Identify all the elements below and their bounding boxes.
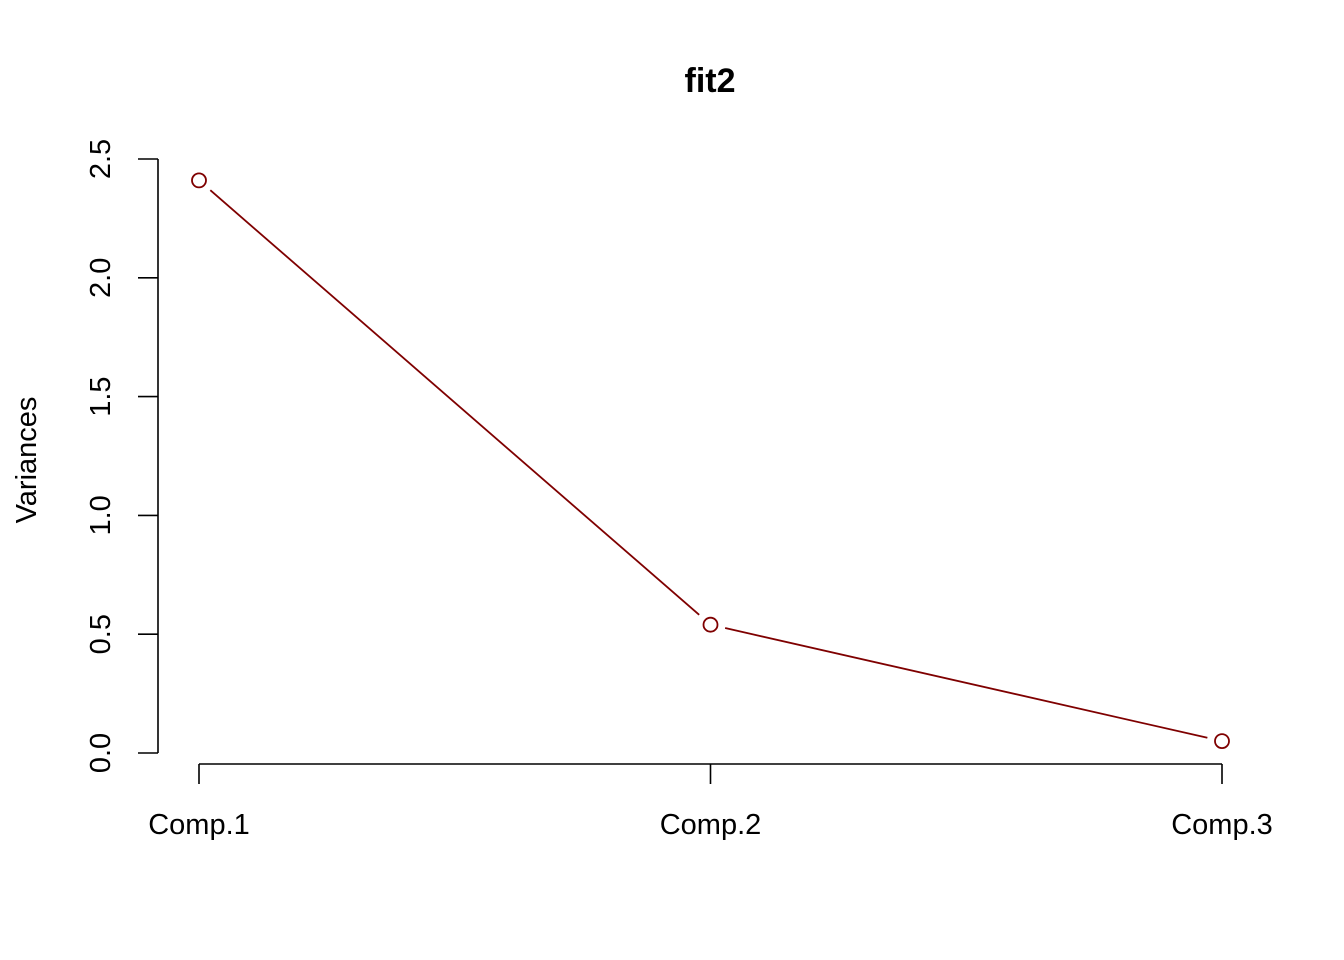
x-axis: Comp.1 Comp.2 Comp.3 — [148, 763, 1273, 841]
y-axis-title: Variances — [11, 397, 43, 524]
y-tick-label: 2.0 — [85, 258, 117, 298]
data-point — [702, 616, 719, 633]
series-layer — [191, 172, 1230, 750]
y-tick-label: 2.5 — [85, 139, 117, 179]
y-axis: 0.0 0.5 1.0 1.5 2.0 2.5 — [85, 139, 159, 773]
y-tick-label: 0.5 — [85, 614, 117, 654]
y-tick-label: 0.0 — [85, 733, 117, 773]
data-point — [191, 172, 207, 189]
x-tick-label: Comp.3 — [1171, 809, 1273, 841]
y-tick-label: 1.5 — [85, 376, 117, 416]
x-tick-label: Comp.2 — [660, 809, 762, 841]
chart-title: fit2 — [685, 62, 736, 100]
series-line-segment — [209, 189, 700, 616]
x-tick-label: Comp.1 — [148, 809, 250, 841]
y-tick-label: 1.0 — [85, 495, 117, 535]
data-point — [1214, 733, 1230, 750]
series-line-segment — [724, 627, 1208, 739]
